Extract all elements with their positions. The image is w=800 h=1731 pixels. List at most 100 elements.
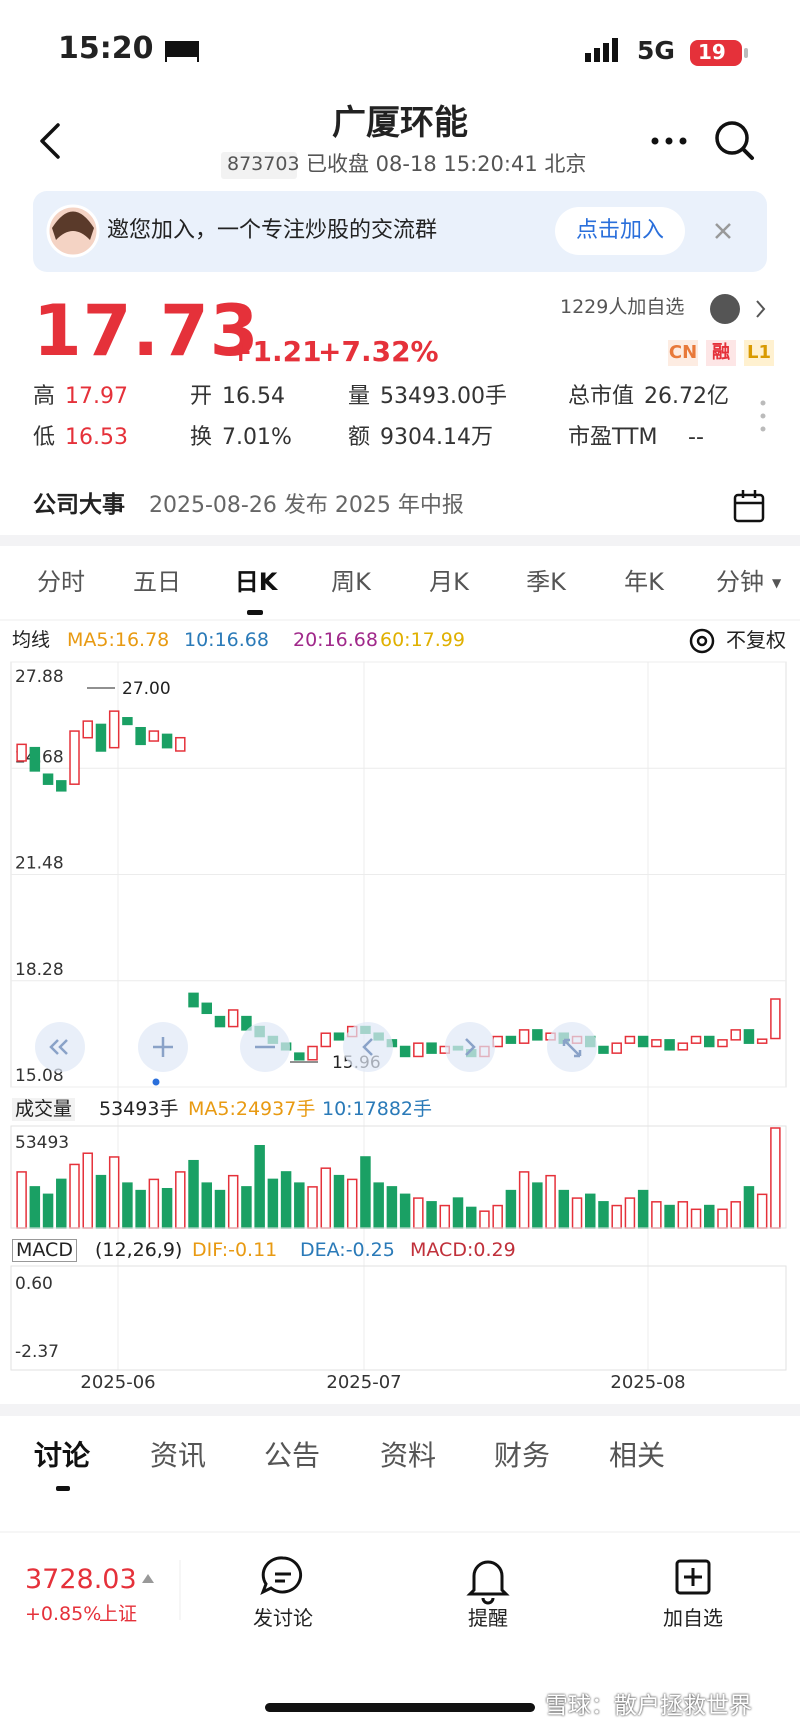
volume-bar [122, 1182, 133, 1229]
stat-value: 53493.00手 [380, 384, 507, 409]
chevron-icon[interactable] [756, 300, 766, 318]
candle [690, 1035, 702, 1044]
followers[interactable]: 1229人加自选 [560, 296, 685, 318]
stat-value: 16.54 [222, 384, 285, 409]
volume-legend: 10:17882手 [322, 1098, 433, 1120]
clock: 15:20 [58, 31, 154, 66]
volume-bar [95, 1174, 107, 1229]
join-button-bg[interactable] [555, 207, 685, 255]
index-name: 上证 [99, 1603, 138, 1625]
period-tab[interactable]: 五日 [133, 568, 181, 596]
candle [122, 717, 133, 726]
back-icon[interactable] [40, 123, 60, 159]
candle [29, 746, 41, 772]
period-tab[interactable]: 季K [526, 568, 566, 596]
stat-label: 换 [190, 425, 213, 450]
volume-bar [148, 1178, 160, 1229]
badge: L1 [744, 340, 774, 366]
more-icon[interactable] [651, 137, 687, 145]
volume-bar [624, 1197, 636, 1229]
candle [16, 743, 27, 762]
volume-bar [743, 1186, 755, 1229]
period-tab[interactable]: 周K [331, 568, 371, 596]
volume-bar [69, 1163, 80, 1229]
candle [95, 723, 107, 752]
event-text[interactable]: 2025-08-26 发布 2025 年中报 [149, 493, 464, 518]
search-icon[interactable] [715, 121, 754, 160]
period-tab[interactable]: 日K [234, 568, 278, 596]
candle [677, 1042, 689, 1051]
period-tab[interactable]: 分时 [37, 568, 85, 596]
volume-frame [10, 1125, 787, 1229]
volume-bar [598, 1201, 609, 1229]
volume-bar [56, 1178, 67, 1229]
volume-legend: 53493手 [99, 1098, 179, 1120]
volume-bar [465, 1206, 477, 1229]
volume-bar [254, 1144, 265, 1229]
action[interactable]: 提醒 [468, 1606, 508, 1630]
candle [743, 1029, 755, 1044]
period-tab[interactable]: 分钟 [716, 568, 764, 596]
volume-bar [16, 1171, 27, 1229]
volume-bar [333, 1174, 345, 1229]
volume-tick-label: 53493 [15, 1133, 69, 1153]
volume-bar [135, 1189, 146, 1229]
index-value[interactable]: 3728.03 [25, 1564, 137, 1595]
ma-legend: 20:16.68 [293, 629, 378, 651]
signal-bar [594, 48, 600, 62]
volume-bar [770, 1127, 781, 1229]
price: 17.73 [33, 290, 260, 372]
ma-legend: 60:17.99 [380, 629, 465, 651]
volume-bar [294, 1182, 305, 1229]
stat-label: 额 [348, 425, 371, 450]
join-button[interactable]: 点击加入 [575, 218, 665, 243]
add-watch-icon[interactable] [675, 1559, 711, 1595]
settings-icon[interactable] [689, 628, 715, 654]
period-tab[interactable]: 年K [624, 568, 664, 596]
volume-bar [637, 1189, 649, 1229]
content-tab[interactable]: 资讯 [149, 1439, 207, 1472]
position-dot [152, 1078, 160, 1086]
content-tab[interactable]: 讨论 [33, 1439, 91, 1472]
market-status: 已收盘 08-18 15:20:41 北京 [306, 152, 587, 176]
close-icon[interactable] [715, 223, 731, 239]
nav-button[interactable] [445, 1022, 495, 1072]
content-tab[interactable]: 公告 [263, 1439, 321, 1472]
content-tab[interactable]: 相关 [608, 1439, 666, 1472]
volume-bar [241, 1186, 252, 1229]
period-tab[interactable]: 月K [429, 568, 469, 596]
more-vertical[interactable] [760, 400, 766, 432]
date-label: 2025-08 [610, 1372, 686, 1393]
trend-icon [142, 1574, 154, 1583]
stat-value: 16.53 [65, 425, 128, 450]
volume-bar [756, 1193, 768, 1229]
kline-chart: 27.8824.6821.4818.2815.0827.0015.9653493… [10, 661, 787, 1371]
macd-legend: MACD:0.29 [410, 1239, 516, 1261]
candle [307, 1045, 318, 1061]
action[interactable]: 加自选 [663, 1606, 723, 1630]
stat-label: 高 [33, 384, 56, 409]
content-tab[interactable]: 财务 [493, 1439, 551, 1472]
candle [532, 1029, 543, 1041]
content-tab[interactable]: 资料 [379, 1439, 437, 1472]
nav-button[interactable] [343, 1022, 393, 1072]
calendar-icon[interactable] [733, 490, 765, 523]
action[interactable]: 发讨论 [253, 1606, 313, 1630]
volume-bar [267, 1178, 279, 1229]
adjust[interactable]: 不复权 [726, 628, 786, 652]
bell-icon[interactable] [466, 1560, 510, 1605]
signal-bar [612, 38, 618, 62]
stat-value: 7.01% [222, 425, 292, 450]
candle [161, 733, 173, 749]
discuss-icon[interactable] [260, 1556, 303, 1596]
volume-bar [704, 1204, 715, 1229]
volume-bar [214, 1189, 226, 1229]
candle [42, 773, 54, 785]
candle [333, 1032, 345, 1041]
stat-value: 26.72亿 [644, 384, 729, 409]
volume-bar [108, 1156, 120, 1229]
volume-bar [82, 1152, 93, 1229]
change-pct: +7.32% [318, 335, 439, 368]
volume-bar [413, 1197, 424, 1229]
candle [651, 1039, 662, 1048]
